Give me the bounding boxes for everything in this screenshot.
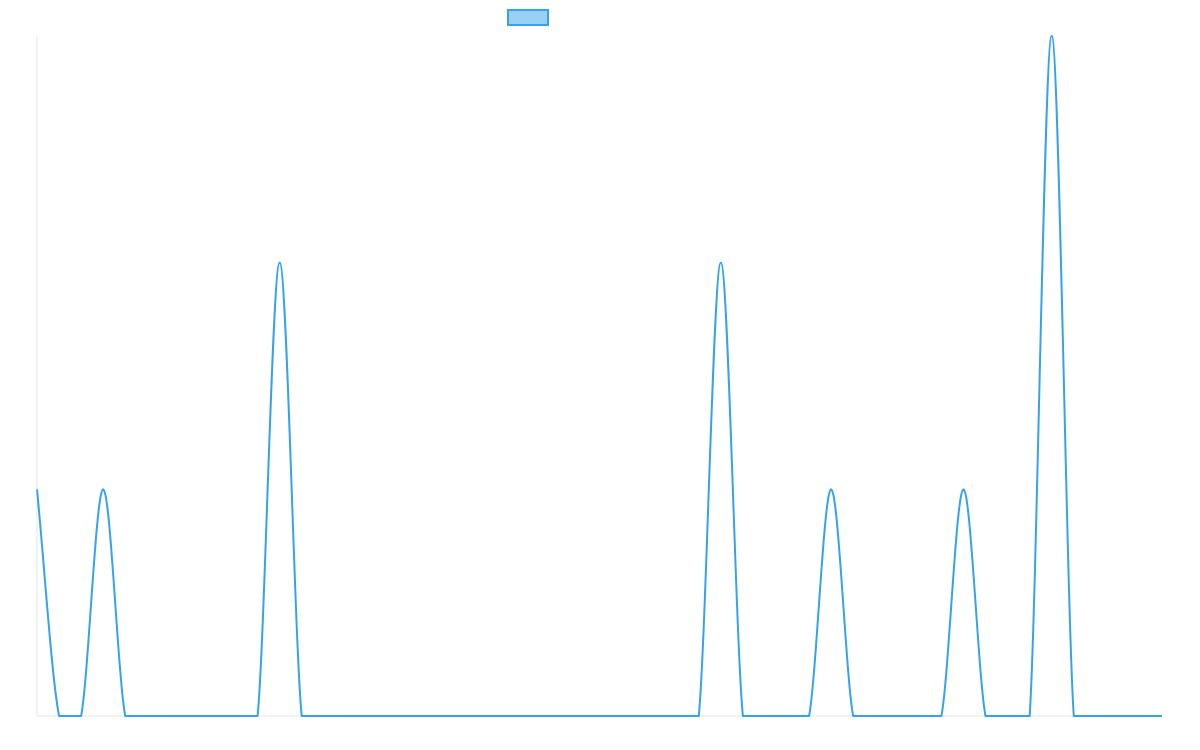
series-layer [36,35,1162,717]
series-line [36,35,1162,717]
axes [36,36,1162,717]
legend-swatch [507,9,549,26]
legend [507,9,549,26]
